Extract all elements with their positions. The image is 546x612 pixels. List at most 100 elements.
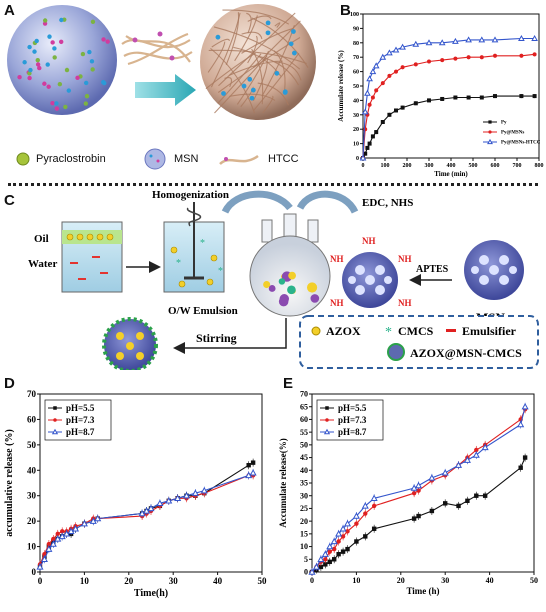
- data-point: [363, 534, 368, 539]
- x-tick-label: 10: [80, 576, 90, 586]
- svg-text:*: *: [385, 325, 392, 340]
- data-point: [367, 141, 372, 146]
- data-point: [466, 95, 471, 100]
- htcc-fibers: [121, 31, 193, 66]
- x-tick-label: 30: [441, 576, 449, 585]
- legend-azox-msn-cmcs: AZOX@MSN-CMCS: [410, 346, 522, 360]
- data-point: [370, 134, 375, 139]
- data-point: [394, 69, 398, 74]
- data-point: [250, 460, 256, 465]
- water-label: Water: [28, 258, 57, 270]
- y-tick-label: 10: [300, 542, 308, 551]
- panel-label-e: E: [283, 375, 294, 392]
- data-point: [182, 491, 191, 499]
- legend-label: Py: [501, 121, 507, 126]
- curved-arrow-icon: [221, 190, 293, 214]
- data-point: [463, 456, 471, 463]
- data-point: [392, 46, 400, 53]
- x-tick-label: 500: [469, 163, 478, 169]
- data-point: [60, 529, 65, 534]
- data-point: [394, 108, 398, 113]
- data-point: [369, 68, 377, 75]
- data-point: [361, 502, 369, 509]
- legend-label: pH=8.7: [66, 427, 95, 437]
- arrow-icon: [135, 74, 196, 106]
- data-point: [363, 511, 368, 516]
- panel-a-illustration: [7, 4, 316, 120]
- data-point: [318, 564, 324, 570]
- data-point: [454, 461, 463, 468]
- data-point: [465, 498, 470, 503]
- edc-nhs-label: EDC, NHS: [362, 197, 413, 209]
- data-point: [354, 521, 359, 526]
- y-tick-label: 30: [27, 491, 37, 501]
- y-tick-label: 70: [353, 55, 359, 61]
- legend-marker: [488, 120, 492, 124]
- data-point: [380, 81, 385, 86]
- data-point: [354, 539, 359, 544]
- y-tick-label: 20: [353, 127, 359, 133]
- data-point: [532, 94, 537, 99]
- data-point: [441, 469, 449, 476]
- y-tick-label: 60: [353, 70, 359, 76]
- separator: [8, 183, 538, 186]
- y-axis-label: Accumulate release (%): [337, 50, 345, 122]
- data-point: [427, 98, 431, 103]
- data-point: [412, 40, 420, 47]
- x-tick-label: 100: [381, 163, 390, 169]
- data-point: [370, 494, 378, 501]
- legend-htcc: HTCC: [268, 153, 299, 165]
- x-tick-label: 50: [258, 576, 268, 586]
- y-tick-label: 80: [353, 41, 359, 47]
- data-point: [323, 557, 328, 562]
- data-point: [71, 525, 80, 532]
- panel-label-b: B: [340, 2, 351, 19]
- data-point: [456, 503, 461, 509]
- data-point: [517, 420, 525, 428]
- legend-marker: [488, 130, 492, 134]
- panel-label-d: D: [4, 375, 15, 392]
- data-point: [478, 36, 486, 43]
- y-axis-label: Accumulate release(%): [278, 438, 288, 528]
- data-point: [479, 95, 484, 100]
- data-point: [429, 508, 435, 514]
- y-tick-label: 40: [353, 98, 359, 104]
- panel-c-legend: AZOX * CMCS Emulsifier AZOX@MSN-CMCS: [299, 315, 539, 369]
- legend-marker: [487, 138, 493, 145]
- legend-marker: [325, 418, 329, 422]
- x-tick-label: 0: [310, 576, 314, 585]
- data-point: [323, 562, 328, 567]
- x-axis-label: Time (min): [434, 170, 468, 178]
- data-point: [147, 504, 155, 512]
- emulsion-label: O/W Emulsion: [168, 305, 238, 317]
- y-tick-label: 30: [353, 113, 359, 119]
- svg-text:NH: NH: [330, 298, 344, 308]
- data-point: [156, 499, 164, 507]
- data-point: [427, 59, 431, 64]
- legend-label: Py@MSNs-HTCC: [501, 141, 541, 146]
- y-tick-label: 55: [300, 428, 308, 437]
- data-point: [366, 75, 373, 82]
- legend-label: pH=8.7: [338, 427, 367, 437]
- data-point: [40, 555, 48, 562]
- panel-b-chart: 0 100 200 300 400 500 600 700 800 0 10 20 30 40 50 60 70…: [337, 12, 544, 178]
- y-tick-label: 90: [353, 26, 359, 32]
- data-point: [361, 108, 369, 115]
- data-point: [55, 531, 60, 537]
- x-tick-label: 10: [352, 576, 360, 585]
- y-tick-label: 70: [300, 390, 308, 399]
- data-point: [332, 546, 337, 552]
- stirring-label: Stirring: [196, 331, 237, 345]
- series-line: [39, 474, 254, 565]
- beaker-emulsion: * * *: [163, 202, 225, 293]
- data-point: [327, 549, 332, 554]
- data-point: [332, 557, 337, 562]
- data-point: [339, 525, 347, 532]
- y-tick-label: 10: [27, 542, 37, 552]
- data-point: [49, 540, 57, 547]
- y-tick-label: 20: [300, 517, 308, 526]
- data-point: [474, 447, 479, 453]
- y-tick-label: 20: [27, 516, 37, 526]
- data-point: [321, 550, 329, 557]
- homogenization-label: Homogenization: [152, 190, 229, 201]
